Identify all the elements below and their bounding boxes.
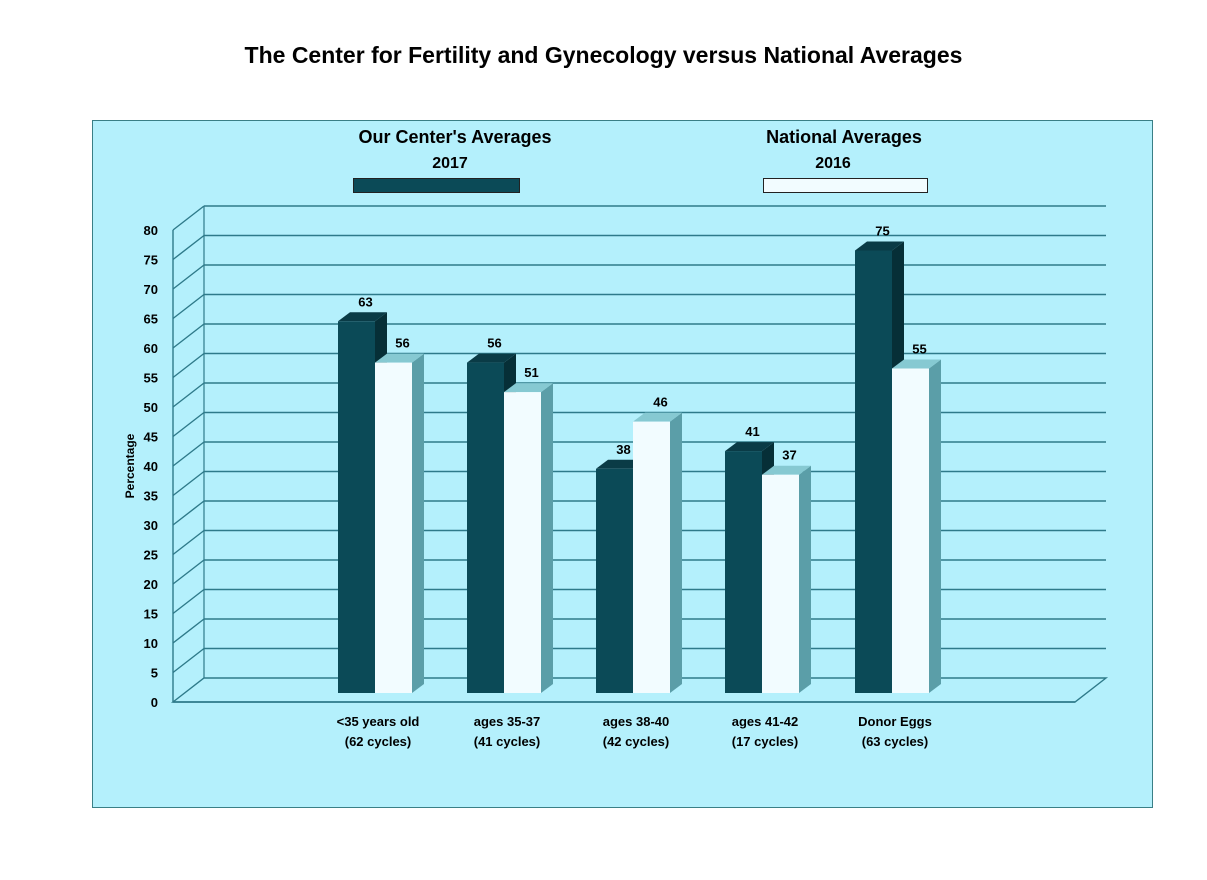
y-tick-label: 80: [144, 223, 158, 238]
bar-center-2-value-label: 56: [487, 336, 501, 351]
legend-series-2-swatch: [763, 178, 928, 193]
bar-center-5-top: [855, 241, 904, 251]
y-tick-label: 70: [144, 282, 158, 297]
bar-national-1-side: [412, 353, 424, 693]
gridline-depth: [172, 647, 205, 674]
bar-national-3: [633, 421, 670, 693]
bar-national-1: [375, 362, 412, 693]
y-tick-label: 65: [144, 312, 158, 327]
y-tick-label: 25: [144, 548, 158, 563]
legend-series-2-name: National Averages: [766, 127, 922, 147]
y-tick-label: 40: [144, 459, 158, 474]
x-tick-label: (63 cycles): [862, 734, 929, 749]
legend-series-2-year: 2016: [815, 155, 851, 172]
gridline-depth: [172, 323, 205, 349]
gridline-depth: [172, 500, 205, 526]
gridline-depth: [172, 205, 205, 231]
bar-center-2: [467, 362, 504, 693]
bar-national-5-side: [929, 359, 941, 693]
y-tick-label: 45: [144, 430, 158, 445]
y-tick-label: 20: [144, 577, 158, 592]
gridline-depth: [172, 264, 205, 290]
y-axis-label: Percentage: [123, 433, 137, 499]
x-tick-label: (62 cycles): [345, 734, 412, 749]
x-tick-label: <35 years old: [337, 714, 420, 729]
y-tick-label: 55: [144, 371, 158, 386]
y-tick-label: 50: [144, 400, 158, 415]
chart-title: The Center for Fertility and Gynecology …: [244, 42, 963, 68]
legend-series-1-name: Our Center's Averages: [358, 127, 552, 147]
y-tick-label: 0: [151, 695, 158, 710]
bar-national-3-top: [633, 412, 682, 422]
bar-national-5-value-label: 55: [912, 342, 926, 357]
bar-national-5: [892, 368, 929, 693]
bar-national-1-top: [375, 353, 424, 363]
y-tick-label: 15: [144, 607, 158, 622]
gridline-depth: [172, 441, 205, 467]
x-tick-label: Donor Eggs: [858, 714, 932, 729]
bar-center-1: [338, 321, 375, 693]
gridline-depth: [172, 352, 205, 379]
y-tick-label: 30: [144, 518, 158, 533]
bar-center-5-value-label: 75: [875, 224, 889, 239]
y-tick-label: 60: [144, 341, 158, 356]
y-tick-label: 35: [144, 489, 158, 504]
bar-national-4-value-label: 37: [782, 448, 796, 463]
x-tick-label: ages 35-37: [474, 714, 541, 729]
bar-center-4-top: [725, 442, 774, 452]
y-tick-label: 75: [144, 253, 158, 268]
gridline-depth: [172, 588, 205, 615]
bar-national-4: [762, 474, 799, 693]
bar-center-3: [596, 468, 633, 693]
bar-center-4: [725, 451, 762, 693]
x-tick-label: ages 38-40: [603, 714, 670, 729]
gridline-depth: [172, 529, 205, 556]
y-tick-label: 10: [144, 636, 158, 651]
bar-center-1-top: [338, 312, 387, 322]
legend-series-1-swatch: [353, 178, 520, 193]
bar-national-4-side: [799, 465, 811, 693]
x-tick-label: ages 41-42: [732, 714, 799, 729]
bar-center-4-value-label: 41: [745, 424, 759, 439]
bar-center-1-value-label: 63: [358, 294, 372, 309]
bar-national-4-top: [762, 465, 811, 475]
gridline-depth: [172, 293, 205, 320]
gridline-depth: [172, 411, 205, 438]
bar-center-2-top: [467, 353, 516, 363]
bar-center-3-value-label: 38: [616, 442, 630, 457]
bar-national-3-value-label: 46: [653, 395, 667, 410]
x-tick-label: (17 cycles): [732, 734, 799, 749]
bar-center-3-top: [596, 459, 645, 469]
gridline-depth: [172, 559, 205, 585]
y-tick-label: 5: [151, 666, 158, 681]
bar-national-2-top: [504, 383, 553, 393]
bar-national-3-side: [670, 412, 682, 693]
bar-national-2-side: [541, 383, 553, 693]
x-tick-label: (41 cycles): [474, 734, 541, 749]
gridline-depth: [172, 382, 205, 408]
legend-series-1-year: 2017: [432, 155, 468, 172]
bar-national-2: [504, 392, 541, 693]
gridline-depth: [172, 234, 205, 261]
gridline-depth: [172, 470, 205, 497]
bar-national-2-value-label: 51: [524, 365, 538, 380]
bar-national-1-value-label: 56: [395, 336, 409, 351]
bar-national-5-top: [892, 359, 941, 369]
x-tick-label: (42 cycles): [603, 734, 670, 749]
gridline-depth: [172, 618, 205, 644]
bar-center-5: [855, 250, 892, 693]
